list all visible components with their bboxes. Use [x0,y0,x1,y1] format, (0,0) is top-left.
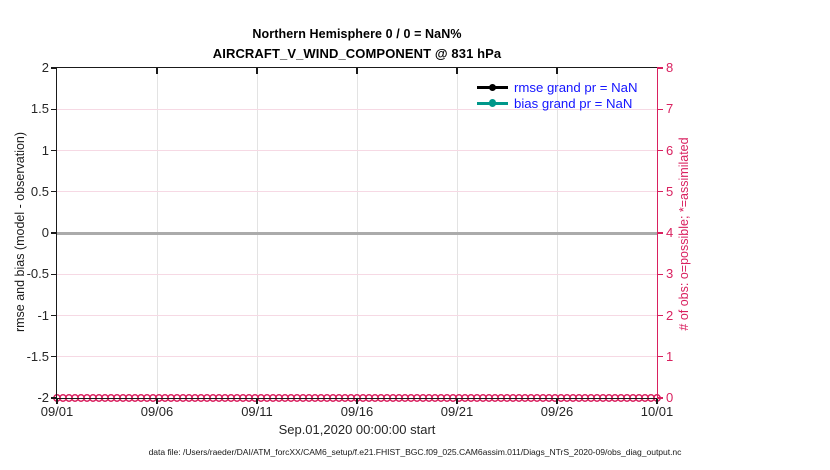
gridline-horizontal [57,273,657,275]
y-axis-left-tick-label: -0.5 [26,266,49,282]
y-axis-left-tick-label: 0.5 [30,183,49,199]
y-axis-left-tick [51,108,57,110]
legend-marker-dot [488,99,497,107]
x-axis-tick [156,398,158,404]
legend-label: rmse grand pr = NaN [514,80,638,96]
gridline-horizontal [57,150,657,151]
x-axis-title: Sep.01,2020 00:00:00 start [278,422,436,437]
gridline-horizontal [57,315,657,316]
y-axis-right-tick [657,356,663,358]
x-axis-top-tick [556,68,558,74]
y-axis-right-tick [657,149,663,152]
x-axis-top-tick [356,68,358,74]
legend-label: bias grand pr = NaN [514,95,633,111]
y-axis-left-tick-label: -2 [37,390,49,405]
y-axis-left-tick-label: -1.5 [26,348,49,364]
y-axis-right-tick-label: 6 [666,142,674,158]
chart-title-line1: Northern Hemisphere 0 / 0 = NaN% [252,27,462,41]
y-axis-right-tick-label: 4 [666,225,674,240]
x-axis-top-tick [156,68,158,74]
gridline-horizontal [57,356,657,358]
y-axis-right-tick [657,191,663,193]
x-axis-tick-label: 09/26 [540,404,574,419]
y-axis-left-tick [51,232,57,234]
x-axis-tick [556,398,558,404]
y-axis-left-tick [51,149,57,152]
gridline-horizontal [57,191,657,193]
y-axis-right-tick [657,397,663,399]
x-axis-tick-label: 09/11 [241,404,273,419]
chart-title-line2: AIRCRAFT_V_WIND_COMPONENT @ 831 hPa [212,46,502,61]
y-axis-right-tick-label: 5 [666,183,674,199]
x-axis-top-tick [256,68,258,74]
legend-line-sample [477,99,508,107]
y-axis-left-tick [51,356,57,358]
y-axis-left-tick [51,314,57,317]
gridline-horizontal [57,108,657,110]
data-file-caption: data file: /Users/raeder/DAI/ATM_forcXX/… [148,447,682,457]
legend-marker-dot [488,83,497,92]
legend-item-rmse: rmse grand pr = NaN [477,80,638,96]
zero-reference-line [57,231,657,235]
x-axis-tick-label: 09/16 [340,404,374,419]
x-axis-tick-label: 09/06 [140,404,174,419]
y-axis-right-tick-label: 0 [666,390,674,405]
x-axis-tick [656,398,658,404]
y-axis-right-tick-label: 1 [666,348,674,364]
x-axis-tick-label: 10/01 [640,404,674,419]
y-axis-left-tick-label: 1.5 [30,101,49,117]
y-axis-right-tick [657,314,663,317]
legend-item-bias: bias grand pr = NaN [477,96,638,112]
y-axis-right-tick-label: 8 [666,60,674,75]
y-axis-left-tick [51,273,57,275]
y-axis-right-tick [657,232,663,234]
legend: rmse grand pr = NaN bias grand pr = NaN [477,80,638,111]
y-axis-left-tick-label: 2 [41,60,49,75]
x-axis-tick-label: 09/21 [440,404,474,419]
x-axis-tick [456,398,458,404]
x-axis-tick [56,398,58,404]
y-axis-left-tick-label: -1 [37,307,49,323]
legend-line-sample [477,83,508,92]
y-axis-right-tick [657,67,663,69]
y-axis-left-tick [51,191,57,193]
chart-title-block: Northern Hemisphere 0 / 0 = NaN% AIRCRAF… [57,27,657,61]
x-axis-top-tick [456,68,458,74]
y-axis-right-tick [657,273,663,275]
y-axis-left-tick-label: 1 [41,142,49,158]
y-axis-right-tick [657,108,663,110]
x-axis-tick-label: 09/01 [40,404,74,419]
y-axis-left-tick [51,397,57,399]
y-axis-right-tick-label: 2 [666,307,674,323]
y-axis-left-tick-label: 0 [41,225,49,240]
plot-area: 09/01 09/06 09/11 09/16 09/21 09/26 10/01 2 1.5 1… [27,61,674,419]
x-axis-tick [356,398,358,404]
axis-top-edge [56,67,658,69]
y-axis-left-tick [51,67,57,69]
y-axis-right-tick-label: 7 [666,101,674,117]
x-axis-tick [256,398,258,404]
y-axis-right-tick-label: 3 [666,266,674,282]
